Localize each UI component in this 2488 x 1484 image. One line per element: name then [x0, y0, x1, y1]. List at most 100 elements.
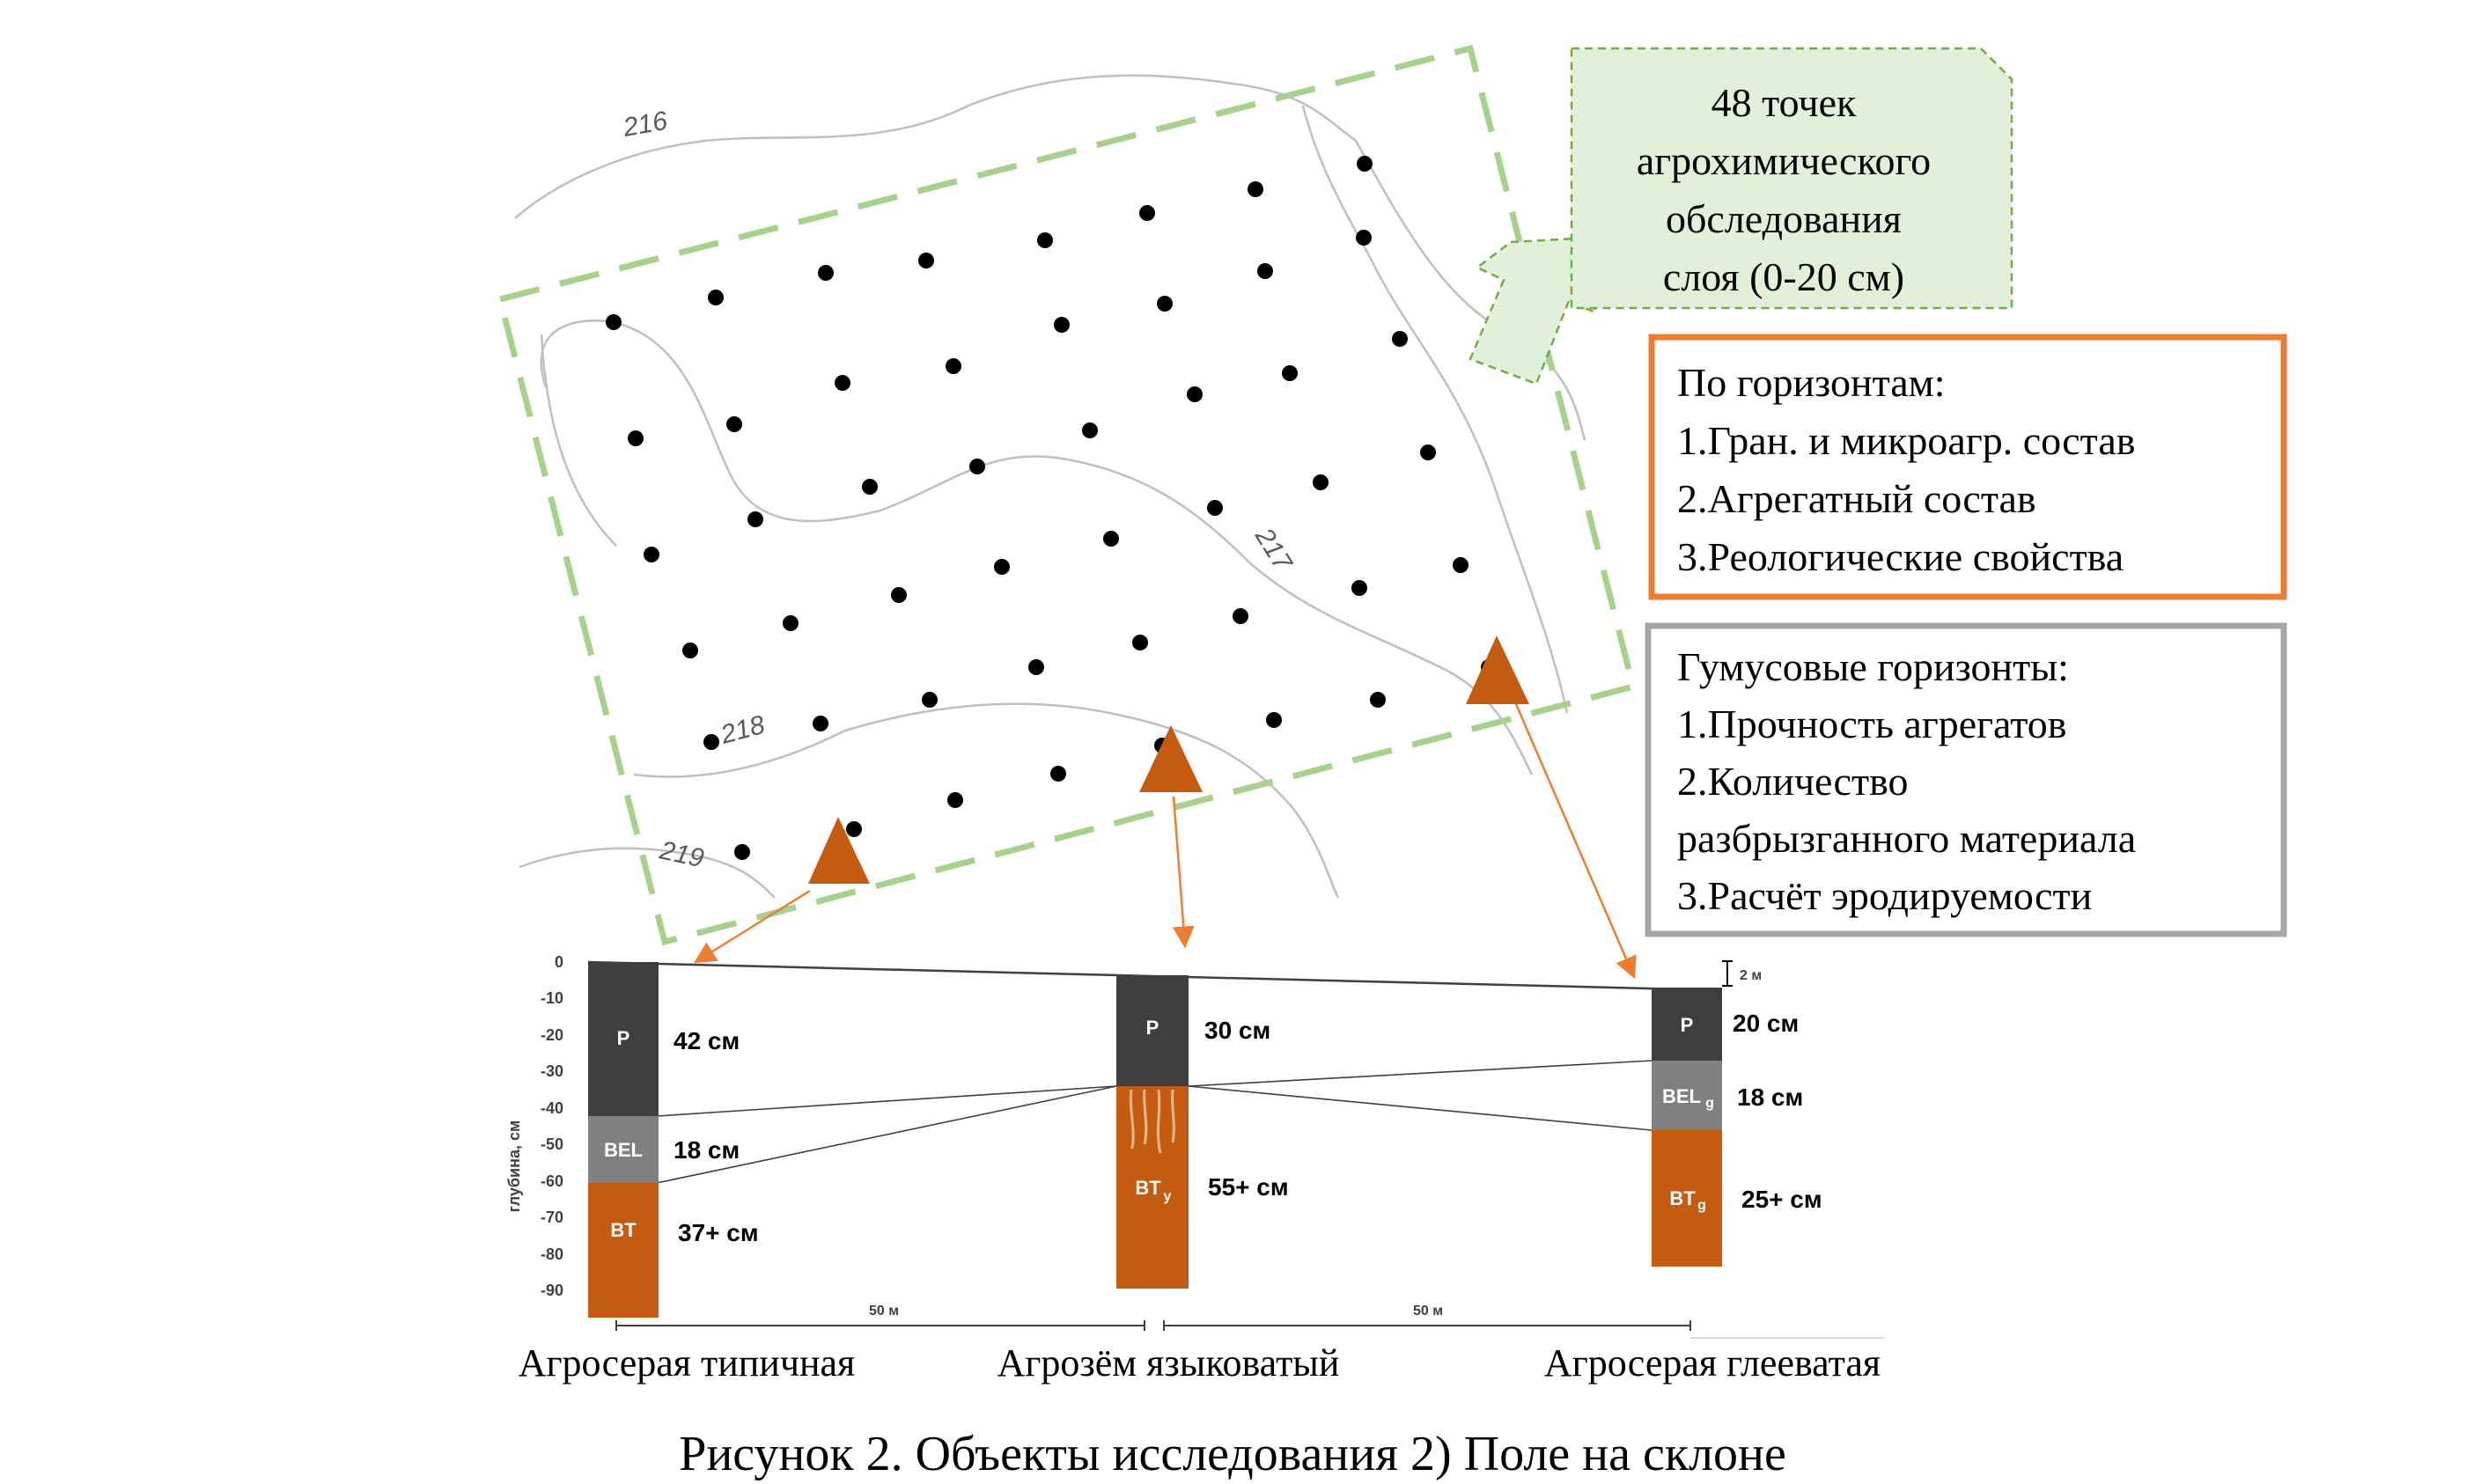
horizon-code-subscript: y	[1164, 1189, 1172, 1204]
sampling-point	[947, 792, 963, 808]
sampling-point	[606, 314, 622, 330]
horizon-p	[588, 962, 659, 1116]
sampling-point	[1370, 692, 1386, 708]
sampling-point	[1139, 205, 1155, 221]
sampling-points	[606, 156, 1497, 860]
horizons-box-frame	[1648, 334, 2287, 600]
contour-label: 218	[717, 710, 768, 750]
sampling-point	[1050, 766, 1066, 782]
sampling-point	[1157, 296, 1173, 312]
sampling-point	[813, 716, 828, 731]
humus-box: Гумусовые горизонты: 1.Прочность агрегат…	[1645, 622, 2287, 937]
profile-tick-label: -10	[541, 989, 563, 1007]
vertical-scale-label: 2 м	[1740, 968, 1762, 983]
sampling-point	[818, 265, 834, 281]
horizon-bt	[1116, 1086, 1189, 1289]
callout-text: слоя (0-20 см)	[1663, 254, 1904, 299]
horizon-code: P	[1146, 1017, 1159, 1039]
profile-tick-label: -70	[541, 1209, 563, 1226]
points-callout: 48 точек агрохимического обследования сл…	[1469, 47, 2013, 386]
vertical-scale	[1722, 960, 1733, 987]
humus-box-line: 3.Расчёт эродируемости	[1677, 873, 2092, 918]
humus-box-line: 2.Количество	[1677, 759, 1908, 804]
sampling-point	[846, 821, 862, 837]
horizons-box-line: 1.Гран. и микроагр. состав	[1677, 418, 2136, 463]
sampling-point	[1233, 608, 1248, 624]
sampling-point	[1356, 230, 1372, 246]
sampling-point	[747, 511, 763, 527]
contour-line-219	[519, 847, 776, 899]
distance-label: 50 м	[1413, 1304, 1443, 1319]
horizon-thickness: 42 см	[674, 1027, 740, 1054]
sampling-point	[1420, 444, 1436, 460]
sampling-point	[726, 416, 742, 432]
soil-column: P BEL g BT g 20 см 18 см 25+ см	[1652, 988, 1822, 1267]
sampling-point	[1266, 712, 1282, 728]
horizon-thickness: 18 см	[1737, 1084, 1803, 1111]
sampling-point	[1357, 156, 1373, 172]
sampling-point	[1351, 580, 1367, 596]
humus-box-line: Гумусовые горизонты:	[1677, 644, 2069, 689]
contour-lines	[514, 74, 1586, 899]
pit-connector-arrow	[693, 889, 811, 964]
sampling-point	[891, 587, 907, 603]
horizon-thickness: 18 см	[674, 1136, 740, 1164]
contour-line-217b	[1301, 105, 1569, 714]
sampling-point	[1037, 232, 1053, 248]
profile-tick-label: -60	[541, 1172, 563, 1190]
horizon-correlation-line	[656, 1085, 1117, 1117]
sampling-point	[862, 479, 878, 495]
horizon-code-subscript: g	[1697, 1198, 1706, 1213]
soil-column: P BT y 30 см 55+ см	[1116, 975, 1289, 1289]
profile-tick-label: -40	[541, 1099, 563, 1117]
sampling-point	[1132, 635, 1148, 650]
callout-text: 48 точек	[1711, 80, 1857, 125]
horizon-thickness: 55+ см	[1208, 1173, 1289, 1201]
sampling-point	[1392, 331, 1408, 347]
sampling-point	[783, 615, 799, 631]
sampling-point	[1103, 531, 1119, 547]
soil-name: Агросерая глееватая	[1544, 1341, 1881, 1385]
profile-tick-label: 0	[555, 953, 563, 971]
sampling-point	[1187, 386, 1203, 402]
horizon-code: BT	[1669, 1187, 1696, 1209]
horizon-bt	[1652, 1130, 1722, 1267]
horizon-bel	[1652, 1061, 1722, 1130]
soil-name: Агросерая типичная	[519, 1341, 856, 1385]
horizon-bel	[588, 1116, 659, 1183]
sampling-point	[708, 290, 724, 305]
horizon-p	[1652, 988, 1722, 1061]
horizon-thickness: 25+ см	[1741, 1186, 1822, 1213]
sampling-point	[644, 547, 659, 562]
horizon-correlation-line	[656, 1085, 1117, 1184]
sampling-point	[969, 459, 985, 474]
profile-tick-label: -90	[541, 1282, 563, 1299]
sampling-point	[1313, 474, 1329, 490]
sampling-point	[1248, 181, 1263, 197]
horizons-box: По горизонтам: 1.Гран. и микроагр. соста…	[1648, 334, 2287, 600]
profile-tick-label: -80	[541, 1245, 563, 1263]
sampling-point	[682, 643, 698, 658]
sampling-point	[734, 844, 750, 860]
callout-text: агрохимического	[1637, 138, 1931, 183]
horizon-thickness: 30 см	[1204, 1017, 1270, 1044]
sampling-point	[918, 253, 934, 268]
horizons-box-line: 3.Реологические свойства	[1677, 534, 2124, 579]
soil-pit-marker	[808, 817, 870, 884]
sampling-point	[1257, 263, 1273, 279]
soil-name: Агрозём языковатый	[997, 1341, 1340, 1385]
sampling-point	[628, 430, 644, 446]
profile-tick-label: -20	[541, 1026, 563, 1044]
horizon-code: P	[617, 1027, 630, 1049]
pit-connector-arrow	[1172, 796, 1195, 949]
tongue-streak	[1129, 1089, 1135, 1150]
soil-pit-marker	[1466, 635, 1529, 704]
sampling-point	[922, 692, 938, 708]
sampling-point	[1082, 422, 1098, 438]
humus-box-line: разбрызганного материала	[1677, 816, 2136, 861]
pit-connector-arrow	[1514, 703, 1637, 980]
sampling-point	[1054, 317, 1070, 333]
humus-box-frame	[1645, 622, 2287, 937]
horizon-code: BT	[1135, 1177, 1161, 1199]
